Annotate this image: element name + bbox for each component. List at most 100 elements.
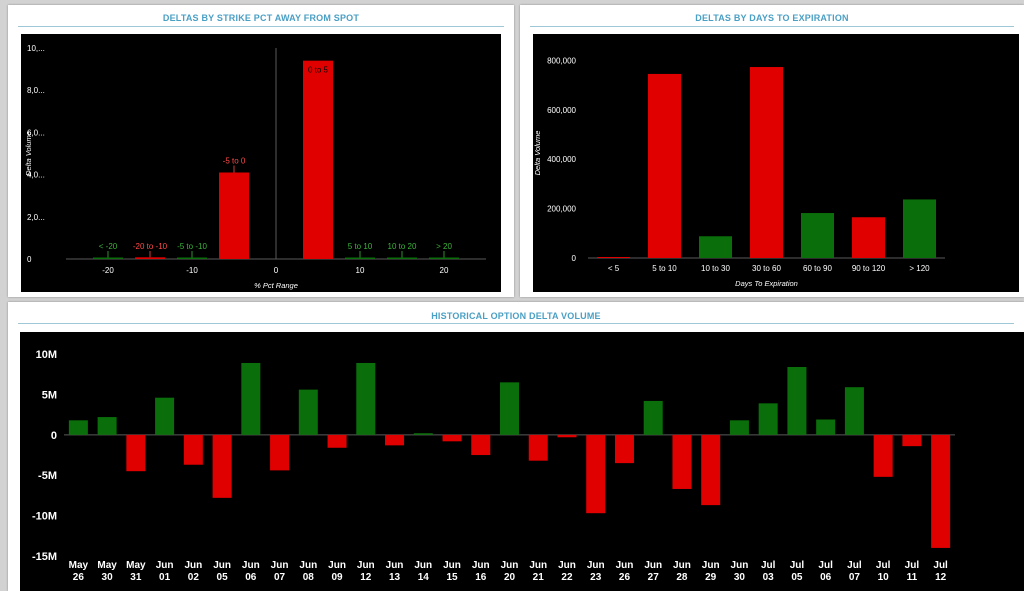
expiry-chart: 0 200,000 400,000 600,000 800,000 Delta Volum… — [533, 34, 1019, 292]
history-bar — [471, 434, 491, 456]
expiry-y-tick-label: 200,000 — [547, 205, 576, 214]
history-x-tick-day: 29 — [705, 572, 717, 583]
history-x-tick-month: Jun — [213, 560, 231, 571]
history-bar — [844, 387, 864, 435]
history-x-tick-day: 27 — [648, 572, 660, 583]
history-x-tick-day: 03 — [763, 572, 775, 583]
strike-x-tick-label: 10 — [356, 266, 365, 275]
history-x-tick-month: Jun — [673, 560, 691, 571]
expiry-bar — [597, 257, 630, 258]
history-panel: HISTORICAL OPTION DELTA VOLUME -15M -10M -… — [8, 302, 1024, 591]
history-bar — [873, 434, 893, 477]
history-bar — [212, 434, 232, 498]
history-x-tick-month: Jun — [529, 560, 547, 571]
history-x-tick-day: 12 — [935, 572, 947, 583]
strike-y-tick-label: 0 — [27, 255, 32, 264]
expiry-panel-title: DELTAS BY DAYS TO EXPIRATION — [695, 13, 849, 23]
strike-bar-label: 10 to 20 — [388, 242, 417, 251]
history-x-tick-day: 28 — [676, 572, 688, 583]
history-x-tick-day: 05 — [791, 572, 803, 583]
strike-panel-divider — [18, 26, 504, 27]
history-x-tick-month: May — [126, 560, 146, 571]
history-x-tick-day: 08 — [303, 572, 315, 583]
expiry-y-tick-label: 800,000 — [547, 56, 576, 65]
history-x-tick-month: Jun — [443, 560, 461, 571]
history-x-tick-month: Jun — [702, 560, 720, 571]
expiry-bar — [750, 67, 783, 258]
history-bar — [931, 434, 951, 548]
strike-bar-label: > 20 — [436, 242, 452, 251]
history-x-tick-day: 14 — [418, 572, 430, 583]
strike-bar — [303, 60, 333, 259]
strike-bar — [345, 257, 375, 259]
history-panel-title: HISTORICAL OPTION DELTA VOLUME — [431, 311, 601, 321]
strike-bar — [135, 257, 165, 259]
history-x-tick-month: Jun — [501, 560, 519, 571]
history-x-tick-month: Jun — [587, 560, 605, 571]
history-x-tick-day: 01 — [159, 572, 171, 583]
history-x-tick-month: Jun — [328, 560, 346, 571]
history-bar — [183, 434, 203, 465]
strike-y-tick-label: 8,0... — [27, 86, 45, 95]
history-bar — [758, 403, 778, 435]
history-y-tick-label: -10M — [32, 511, 57, 523]
strike-bar-label: 0 to 5 — [308, 66, 329, 75]
history-x-tick-day: 30 — [102, 572, 114, 583]
expiry-y-tick-label: 0 — [572, 254, 577, 263]
strike-y-tick-label: 6,0... — [27, 128, 45, 137]
history-x-tick-month: Jul — [905, 560, 920, 571]
history-bar — [672, 434, 692, 489]
strike-x-tick-label: -10 — [186, 266, 198, 275]
history-bar — [787, 367, 807, 435]
history-bar — [68, 420, 88, 435]
history-x-tick-month: Jun — [616, 560, 634, 571]
history-x-tick-day: 31 — [130, 572, 142, 583]
history-bar — [643, 400, 663, 435]
expiry-panel-divider — [530, 26, 1014, 27]
history-x-tick-month: Jul — [818, 560, 833, 571]
expiry-x-tick-label: 10 to 30 — [701, 264, 730, 273]
strike-bar-label: 5 to 10 — [348, 242, 373, 251]
history-bar — [155, 397, 175, 435]
strike-x-axis-title: % Pct Range — [254, 281, 298, 290]
history-x-tick-day: 11 — [907, 572, 918, 583]
history-x-tick-day: 15 — [446, 572, 458, 583]
history-bar — [500, 382, 519, 435]
history-x-tick-month: Jul — [761, 560, 776, 571]
history-bar — [729, 420, 749, 435]
expiry-y-tick-label: 400,000 — [547, 155, 576, 164]
history-x-tick-month: Jun — [357, 560, 375, 571]
history-x-tick-day: 06 — [820, 572, 832, 583]
history-x-tick-day: 23 — [590, 572, 602, 583]
history-bar — [701, 434, 721, 506]
history-x-tick-day: 22 — [561, 572, 573, 583]
strike-y-tick-label: 4,0... — [27, 171, 45, 180]
history-bar — [902, 434, 922, 447]
history-bar — [327, 434, 347, 448]
expiry-x-tick-label: 30 to 60 — [752, 264, 781, 273]
strike-x-tick-label: 0 — [274, 266, 279, 275]
strike-bar — [429, 257, 459, 259]
expiry-bar — [903, 199, 936, 258]
strike-panel-title: DELTAS BY STRIKE PCT AWAY FROM SPOT — [162, 13, 360, 23]
expiry-bar — [648, 73, 681, 258]
history-y-tick-label: 10M — [36, 349, 57, 361]
history-bar — [816, 419, 836, 435]
history-x-tick-month: Jul — [847, 560, 862, 571]
history-x-tick-day: 26 — [73, 572, 85, 583]
history-x-tick-month: Jun — [271, 560, 289, 571]
history-x-tick-month: Jul — [876, 560, 891, 571]
history-x-tick-month: Jun — [644, 560, 662, 571]
expiry-bar — [801, 213, 834, 258]
history-x-tick-day: 16 — [475, 572, 487, 583]
expiry-x-tick-label: 90 to 120 — [852, 264, 886, 273]
history-bar — [126, 434, 146, 472]
strike-x-tick-label: 20 — [440, 266, 449, 275]
history-x-tick-day: 21 — [533, 572, 545, 583]
strike-chart-svg: 0 2,0... 4,0... 6,0... 8,0... 10,... -20 -10 0 10… — [24, 44, 486, 290]
expiry-y-tick-label: 600,000 — [547, 106, 576, 115]
history-bar — [586, 434, 606, 514]
history-x-tick-month: Jun — [414, 560, 432, 571]
history-x-tick-day: 07 — [274, 572, 286, 583]
history-bar — [298, 389, 318, 435]
